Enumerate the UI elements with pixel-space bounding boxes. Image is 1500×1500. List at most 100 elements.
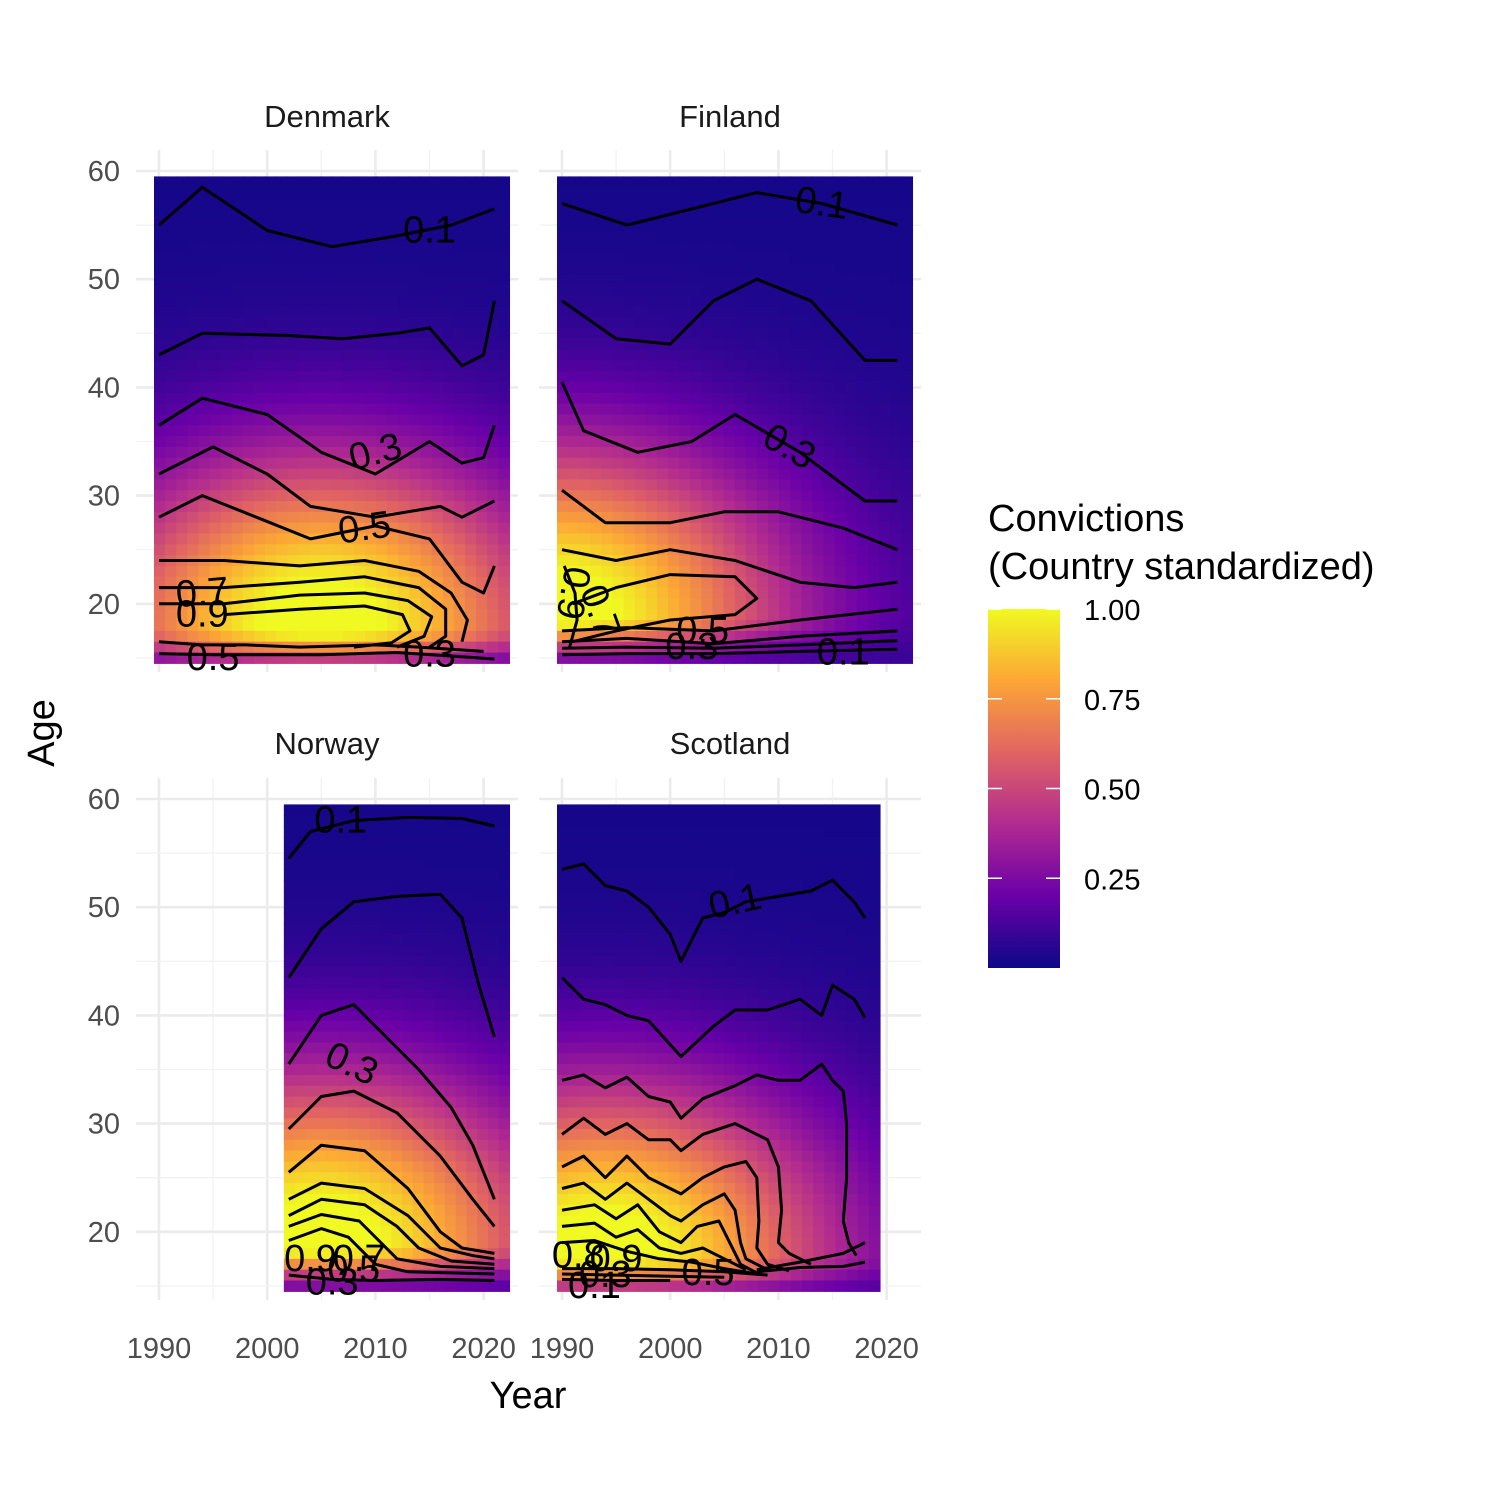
contour-line-0_5 — [561, 629, 898, 646]
heatmap-cell — [477, 1074, 489, 1087]
heatmap-cell — [431, 284, 444, 297]
heatmap-cell — [380, 934, 392, 946]
heatmap-cell — [867, 371, 880, 383]
heatmap-cell — [337, 1129, 349, 1141]
heatmap-cell — [466, 847, 478, 860]
heatmap-cell — [645, 176, 658, 188]
heatmap-cell — [337, 1183, 349, 1195]
heatmap-cell — [398, 219, 411, 232]
heatmap-cell — [657, 901, 669, 914]
heatmap-cell — [242, 468, 255, 480]
heatmap-cell — [198, 425, 211, 437]
heatmap-cell — [464, 273, 477, 286]
heatmap-cell — [176, 176, 188, 188]
heatmap-cell — [369, 945, 382, 957]
heatmap-cell — [845, 587, 858, 599]
heatmap-cell — [724, 815, 736, 827]
heatmap-cell — [423, 880, 435, 892]
heatmap-cell — [790, 1009, 803, 1022]
heatmap-cell — [901, 338, 914, 351]
heatmap-cell — [242, 208, 255, 221]
heatmap-cell — [823, 414, 836, 426]
heatmap-cell — [790, 457, 802, 470]
heatmap-cell — [867, 576, 880, 589]
heatmap-cell — [276, 273, 288, 286]
heatmap-cell — [745, 338, 758, 351]
heatmap-cell — [623, 479, 636, 491]
heatmap-cell — [198, 620, 211, 632]
heatmap-cell — [812, 641, 825, 654]
heatmap-cell — [656, 468, 669, 480]
heatmap-cell — [359, 847, 371, 860]
heatmap-cell — [455, 1020, 468, 1033]
heatmap-cell — [154, 392, 166, 405]
heatmap-cell — [779, 208, 791, 221]
heatmap-cell — [623, 934, 636, 946]
heatmap-cell — [477, 912, 489, 925]
heatmap-cell — [634, 1139, 647, 1152]
heatmap-cell — [198, 284, 211, 297]
heatmap-cell — [466, 1064, 478, 1076]
heatmap-cell — [867, 652, 880, 664]
heatmap-cell — [879, 587, 891, 599]
heatmap-cell — [331, 630, 344, 643]
heatmap-cell — [359, 1107, 371, 1119]
heatmap-cell — [768, 966, 781, 979]
heatmap-cell — [868, 1118, 881, 1130]
heatmap-cell — [557, 468, 569, 480]
heatmap-cell — [154, 403, 166, 416]
heatmap-cell — [276, 425, 288, 437]
heatmap-cell — [231, 208, 244, 221]
heatmap-cell — [380, 1258, 392, 1271]
heatmap-cell — [477, 826, 489, 838]
heatmap-cell — [690, 1085, 703, 1098]
heatmap-cell — [253, 360, 266, 372]
heatmap-cell — [601, 836, 614, 849]
heatmap-cell — [634, 187, 647, 199]
heatmap-cell — [326, 977, 339, 989]
heatmap-cell — [337, 858, 349, 870]
heatmap-cell — [365, 230, 377, 242]
heatmap-cell — [423, 912, 435, 925]
heatmap-cell — [154, 641, 166, 654]
heatmap-cell — [679, 630, 691, 643]
heatmap-cell — [879, 436, 891, 448]
heatmap-cell — [464, 295, 477, 307]
heatmap-cell — [326, 1064, 339, 1076]
heatmap-cell — [679, 1139, 692, 1152]
heatmap-cell — [734, 414, 747, 426]
heatmap-cell — [220, 468, 233, 480]
heatmap-cell — [342, 425, 355, 437]
heatmap-cell — [365, 501, 377, 513]
heatmap-cell — [668, 836, 681, 849]
heatmap-cell — [387, 598, 399, 610]
heatmap-cell — [316, 890, 328, 903]
heatmap-cell — [294, 923, 306, 935]
heatmap-cell — [369, 1053, 382, 1065]
heatmap-cell — [359, 1193, 371, 1206]
heatmap-cell — [376, 652, 388, 664]
heatmap-cell — [359, 945, 371, 957]
heatmap-cell — [276, 457, 288, 470]
heatmap-cell — [801, 252, 814, 264]
heatmap-cell — [634, 858, 647, 870]
heatmap-cell — [857, 1096, 870, 1108]
heatmap-cell — [253, 198, 266, 210]
heatmap-cell — [220, 425, 233, 437]
heatmap-cell — [779, 252, 791, 264]
heatmap-cell — [342, 198, 355, 210]
heatmap-cell — [845, 306, 858, 318]
heatmap-cell — [265, 436, 277, 448]
heatmap-cell — [612, 1139, 625, 1152]
heatmap-cell — [253, 490, 266, 502]
heatmap-cell — [801, 652, 814, 664]
heatmap-cell — [242, 544, 255, 556]
heatmap-cell — [498, 327, 511, 340]
heatmap-cell — [734, 360, 747, 372]
heatmap-cell — [154, 501, 166, 513]
heatmap-cell — [198, 198, 211, 210]
heatmap-cell — [590, 1183, 603, 1195]
heatmap-cell — [634, 457, 647, 470]
heatmap-cell — [901, 457, 914, 470]
heatmap-cell — [867, 252, 880, 264]
